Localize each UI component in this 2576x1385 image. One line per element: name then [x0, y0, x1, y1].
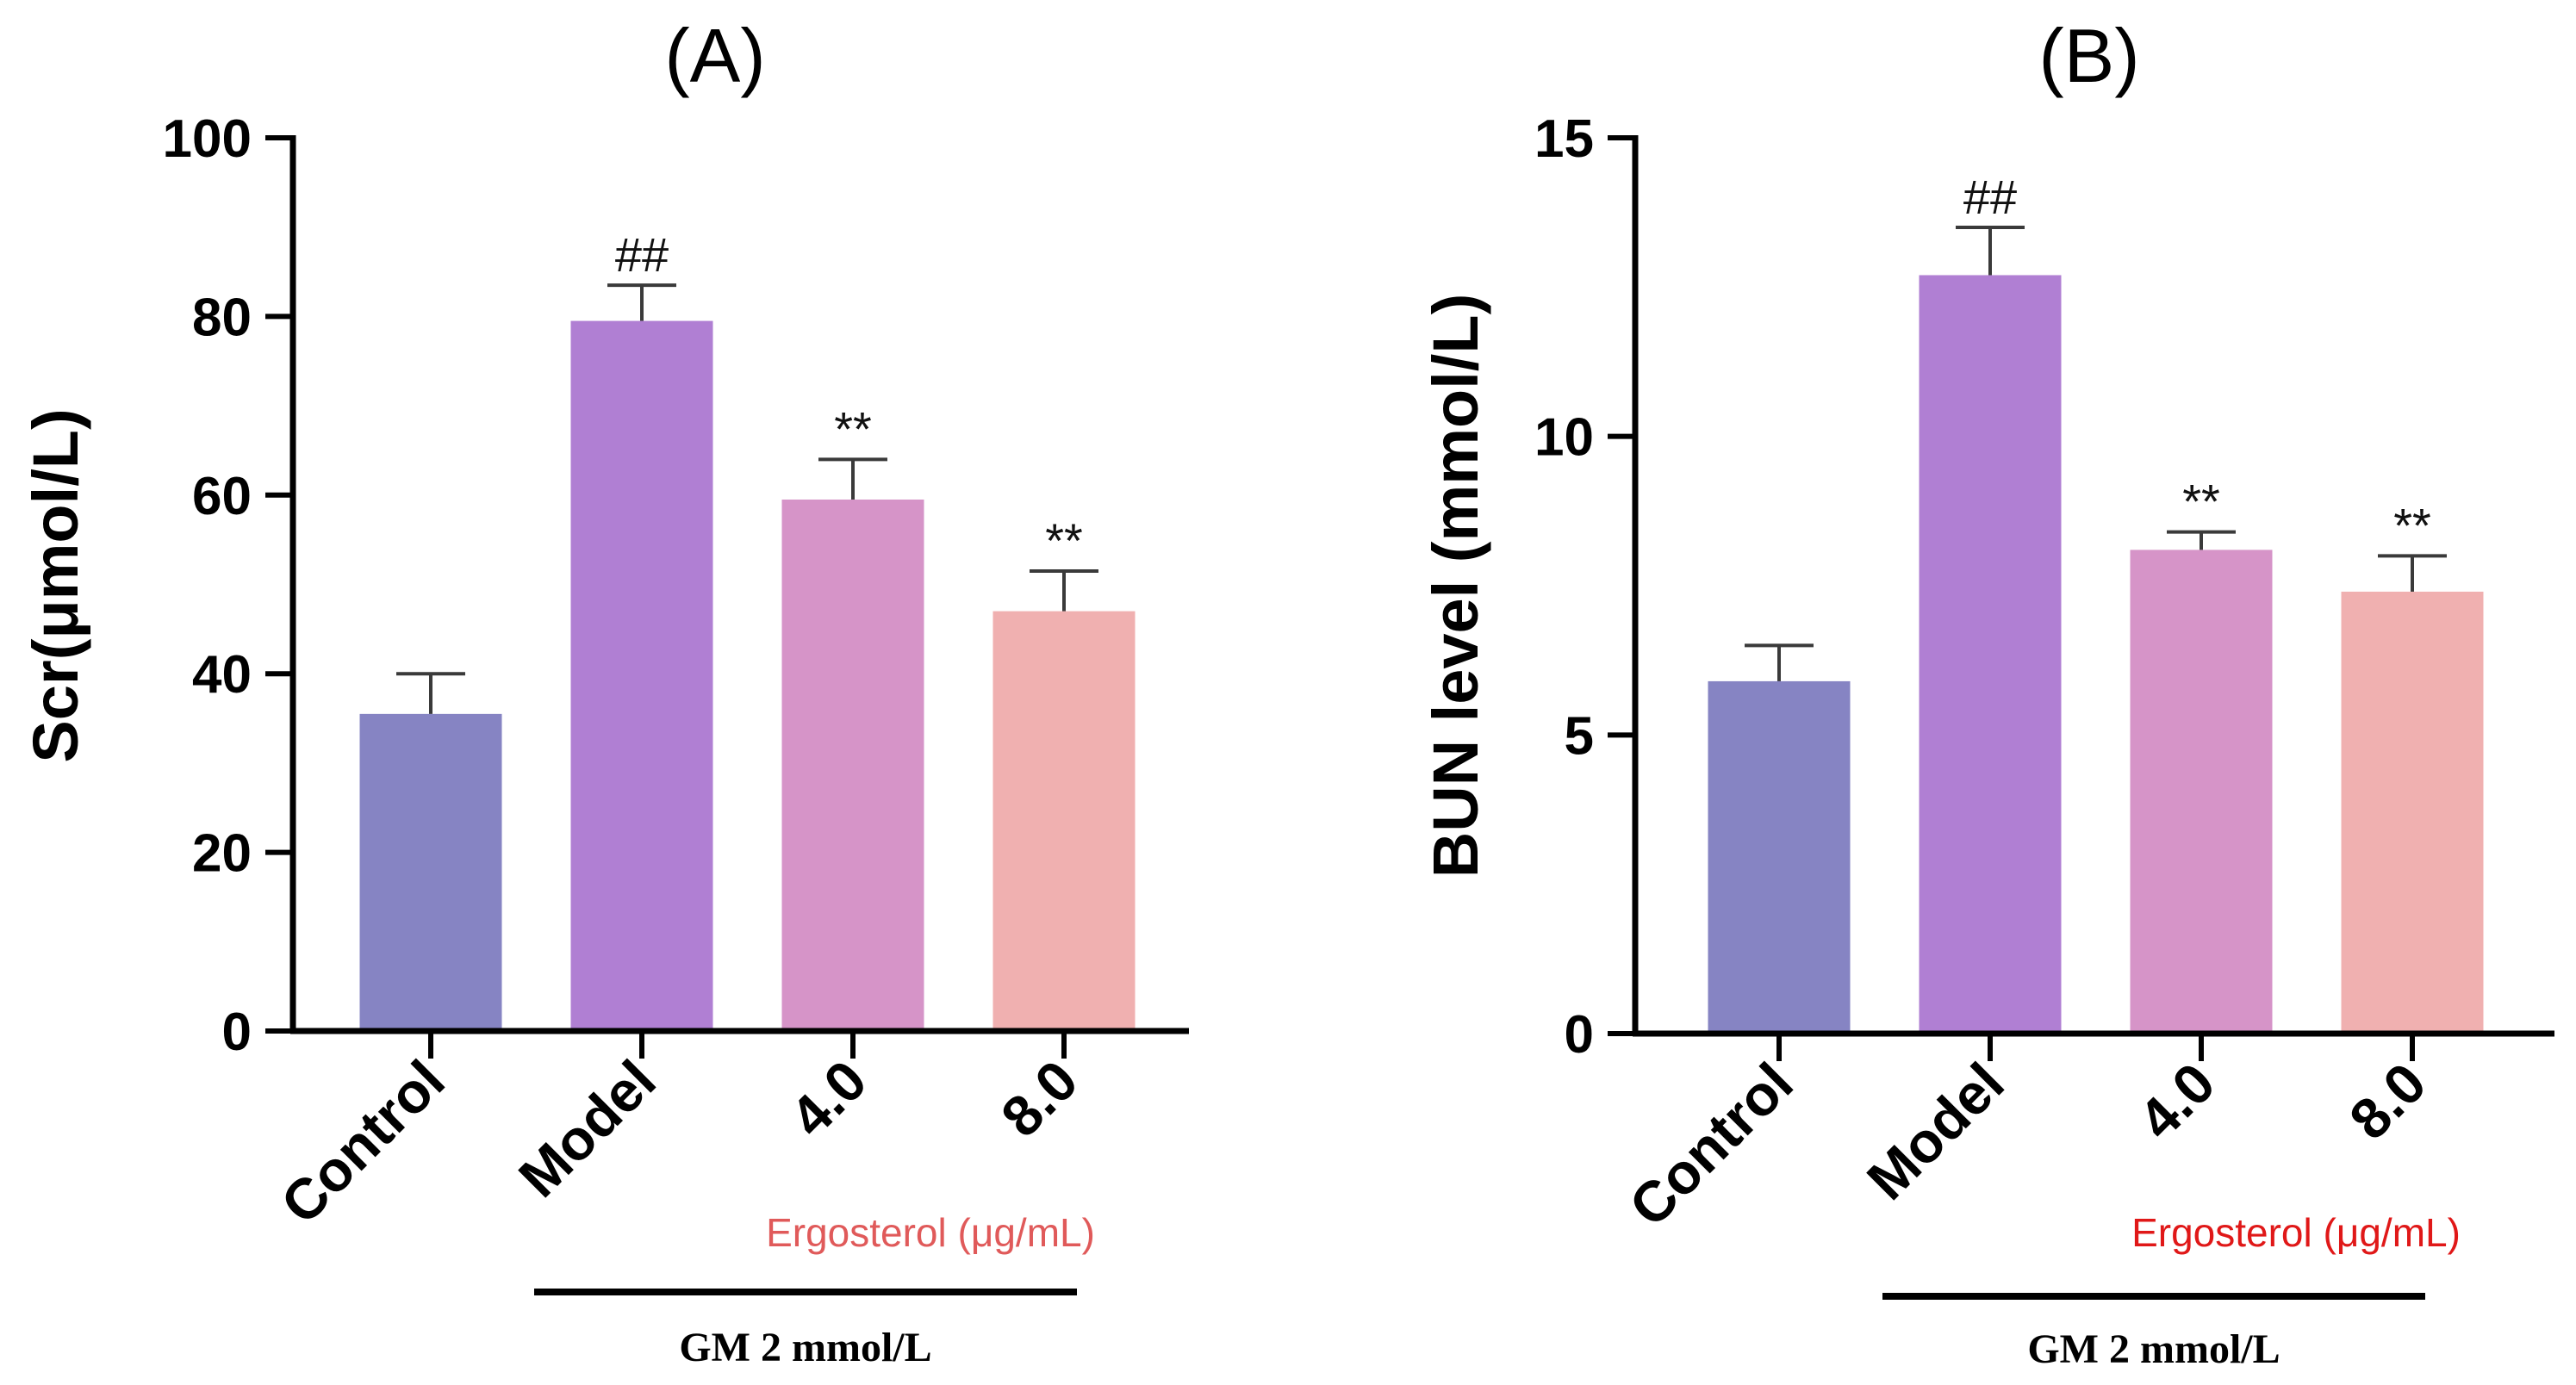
significance-marker: **	[834, 401, 872, 456]
ergosterol-label: Ergosterol (μg/mL)	[2131, 1210, 2461, 1255]
bar-model	[1919, 275, 2062, 1034]
bar-model	[570, 320, 713, 1032]
x-category-label: Control	[1617, 1051, 1805, 1239]
significance-marker: **	[2182, 475, 2220, 529]
bar-control	[359, 713, 502, 1031]
bar-8-0	[992, 611, 1136, 1031]
significance-marker: ##	[615, 227, 669, 282]
x-category-label: Model	[507, 1048, 668, 1209]
panel-b-chart: (B) BUN level (mmol/L) ## ** ** 0 5 10 15 Control…	[1420, 13, 2554, 1372]
y-tick-label: 20	[192, 824, 252, 884]
bar-4-0	[2130, 550, 2273, 1034]
y-tick-label: 100	[163, 109, 252, 169]
y-tick-label: 60	[192, 467, 252, 526]
panel-title: (B)	[2038, 13, 2139, 98]
panel-title: (A)	[664, 13, 765, 98]
significance-marker: **	[1045, 513, 1083, 568]
y-tick-label: 0	[1565, 1005, 1594, 1065]
y-tick-label: 40	[192, 645, 252, 705]
bar-8-0	[2341, 591, 2484, 1034]
bar-4-0	[781, 499, 924, 1031]
x-category-label: 8.0	[2337, 1051, 2438, 1152]
panel-a-chart: (A) Scr(μmol/L) ## ** ** 0 20 40 60 80 100 Control M…	[20, 13, 1189, 1370]
ergosterol-label: Ergosterol (μg/mL)	[766, 1210, 1095, 1255]
y-axis-label: BUN level (mmol/L)	[1420, 294, 1491, 878]
group-label: GM 2 mmol/L	[2027, 1326, 2280, 1372]
x-category-label: 4.0	[778, 1048, 879, 1149]
y-tick-label: 15	[1534, 109, 1594, 169]
y-tick-label: 10	[1534, 408, 1594, 468]
group-label: GM 2 mmol/L	[679, 1325, 931, 1370]
x-category-label: Model	[1855, 1051, 2016, 1212]
y-tick-label: 0	[222, 1003, 252, 1062]
x-category-label: 8.0	[989, 1048, 1090, 1149]
significance-marker: **	[2393, 498, 2431, 552]
x-category-label: 4.0	[2126, 1051, 2227, 1152]
bar-control	[1708, 680, 1851, 1034]
y-axis-label: Scr(μmol/L)	[20, 408, 91, 762]
y-tick-label: 80	[192, 288, 252, 347]
significance-marker: ##	[1963, 170, 2017, 224]
x-category-label: Control	[269, 1048, 457, 1236]
y-tick-label: 5	[1565, 706, 1594, 766]
